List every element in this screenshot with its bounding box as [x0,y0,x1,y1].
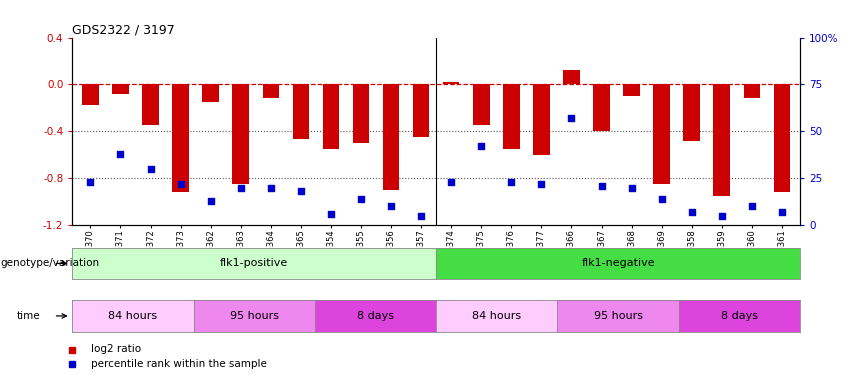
Point [474,143,488,149]
Bar [683,84,700,141]
Point [83,179,97,185]
Text: 84 hours: 84 hours [472,311,522,321]
Bar [232,84,249,184]
Text: flk1-negative: flk1-negative [581,258,655,268]
Text: 8 days: 8 days [721,311,757,321]
Point [505,179,518,185]
Point [775,209,789,215]
Text: time: time [17,311,41,321]
Point [595,183,608,189]
Text: log2 ratio: log2 ratio [91,345,141,354]
Point [144,166,157,172]
Text: 8 days: 8 days [357,311,394,321]
Point [654,196,668,202]
Bar [563,70,580,84]
Text: percentile rank within the sample: percentile rank within the sample [91,359,267,369]
Bar [352,84,369,143]
Point [114,151,128,157]
Point [534,181,548,187]
Point [414,213,428,219]
Bar [774,84,791,192]
Text: 95 hours: 95 hours [230,311,279,321]
Point [354,196,368,202]
Bar [593,84,610,131]
Bar [203,84,219,102]
Bar [713,84,730,196]
Bar [262,84,279,99]
Text: 95 hours: 95 hours [593,311,643,321]
Bar [172,84,189,192]
Bar [293,84,309,140]
Point [745,203,758,209]
Point [715,213,728,219]
Bar [503,84,520,149]
Bar [654,84,670,184]
Bar [473,84,489,125]
Point [685,209,699,215]
Point [294,188,308,194]
Point [234,184,248,190]
Point [564,115,578,121]
Point [174,181,187,187]
Bar [142,84,159,125]
Bar [533,84,550,155]
Point [204,198,218,204]
Text: flk1-positive: flk1-positive [220,258,288,268]
Bar [82,84,99,105]
Bar [623,84,640,96]
Point [264,184,277,190]
Text: GDS2322 / 3197: GDS2322 / 3197 [72,23,175,36]
Point [625,184,638,190]
Point [385,203,398,209]
Text: 84 hours: 84 hours [108,311,157,321]
Bar [323,84,340,149]
Bar [443,82,460,84]
Bar [383,84,399,190]
Text: genotype/variation: genotype/variation [1,258,100,268]
Bar [112,84,129,94]
Bar [744,84,760,99]
Bar [413,84,430,137]
Point [444,179,458,185]
Point [324,211,338,217]
